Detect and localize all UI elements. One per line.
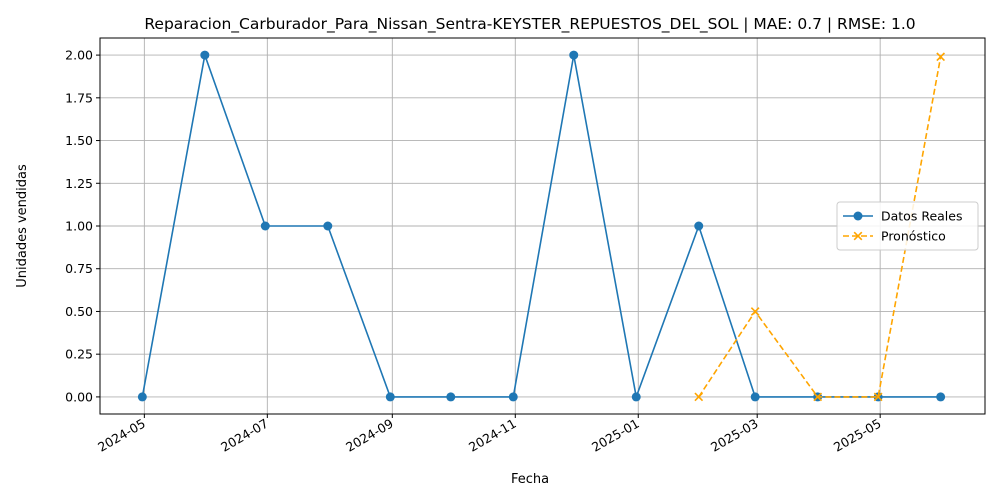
x-axis-label: Fecha [511,472,549,487]
y-tick-label: 1.25 [65,176,93,191]
x-tick-label: 2024-07 [218,416,271,455]
data-point [936,52,946,62]
y-tick-label: 0.25 [65,347,93,362]
data-point [385,392,395,402]
data-point [813,392,823,402]
legend-marker [853,211,863,221]
data-point [694,221,704,231]
data-point [873,392,883,402]
legend-item: Pronóstico [843,229,946,244]
x-tick-label: 2024-11 [466,416,519,455]
data-point [137,392,147,402]
data-point [750,307,760,316]
data-point [260,221,270,231]
legend-item: Datos Reales [843,209,962,224]
legend-marker [853,231,863,241]
y-tick-label: 1.75 [65,90,93,105]
series-layer [137,50,946,402]
data-point [200,50,210,60]
series-line [141,51,941,400]
y-axis: 0.00 0.25 0.50 0.75 1.00 1.25 1.50 1.75 2.00 [65,48,100,404]
data-point [936,392,946,402]
x-tick-label: 2024-05 [95,416,148,455]
legend-box [836,201,979,251]
x-tick-label: 2024-09 [343,416,396,455]
x-axis: 2024-05 2024-07 2024-09 2024-11 2025-01 2025-… [95,414,884,455]
x-tick-label: 2025-05 [831,416,884,455]
chart-title: Reparacion_Carburador_Para_Nissan_Sentra… [144,15,915,34]
x-tick-label: 2025-01 [589,416,642,455]
y-tick-label: 0.50 [65,304,93,319]
data-point [750,392,760,402]
y-tick-label: 1.00 [65,219,93,234]
legend-label: Datos Reales [881,209,962,224]
y-tick-label: 2.00 [65,48,93,63]
data-point [569,50,579,60]
data-point [508,392,518,402]
y-tick-label: 0.00 [65,389,93,404]
y-axis-label: Unidades vendidas [15,164,30,288]
data-point [446,392,456,402]
y-tick-label: 1.50 [65,133,93,148]
x-tick-label: 2025-03 [708,416,761,455]
y-tick-label: 0.75 [65,261,93,276]
data-point [323,221,333,231]
data-point [694,392,704,402]
legend-label: Pronóstico [881,229,946,244]
grid [100,38,985,414]
legend: Datos Reales Pronóstico [836,201,979,251]
data-point [631,392,641,402]
series-pron-stico [694,52,946,402]
